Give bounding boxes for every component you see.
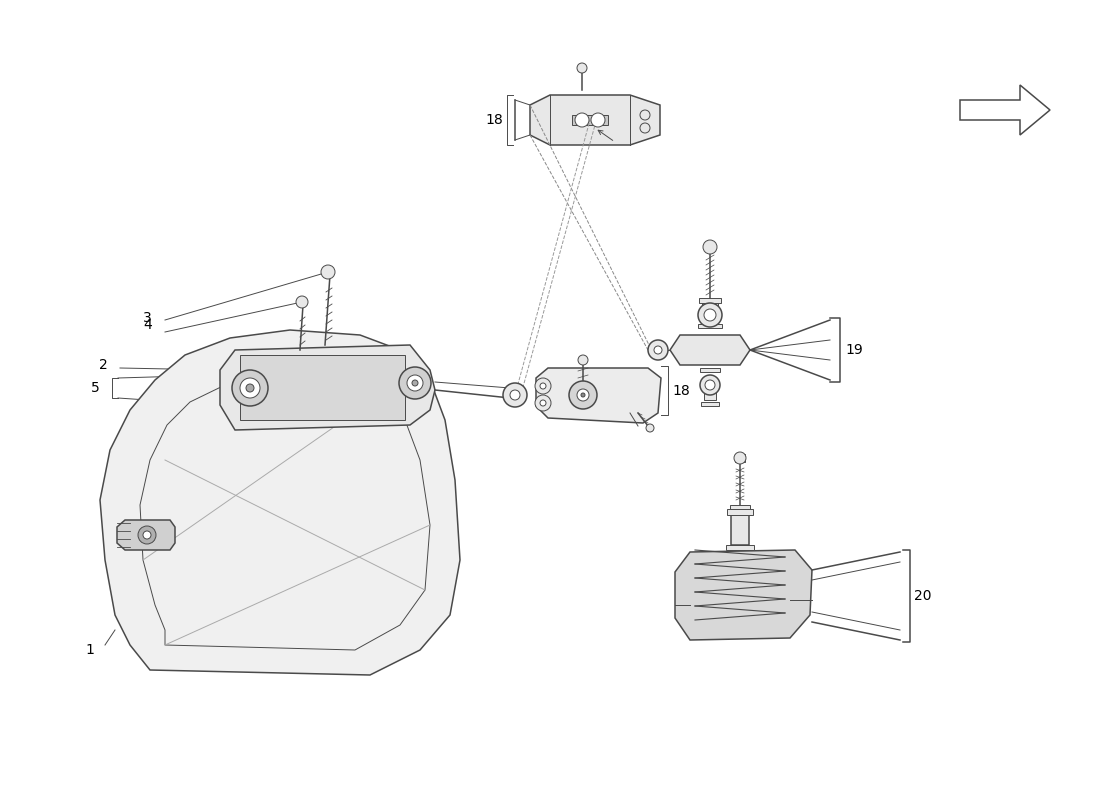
Circle shape: [648, 340, 668, 360]
Text: 18: 18: [485, 113, 503, 127]
Text: 4: 4: [143, 318, 152, 332]
Text: 20: 20: [914, 589, 932, 603]
Polygon shape: [698, 298, 720, 303]
Circle shape: [578, 355, 588, 365]
Circle shape: [399, 367, 431, 399]
Text: 18: 18: [672, 384, 690, 398]
Circle shape: [321, 265, 336, 279]
Circle shape: [296, 296, 308, 308]
Text: 5: 5: [91, 381, 100, 395]
Circle shape: [578, 63, 587, 73]
Polygon shape: [730, 505, 750, 509]
Circle shape: [510, 390, 520, 400]
Circle shape: [640, 110, 650, 120]
Polygon shape: [700, 368, 720, 372]
Circle shape: [704, 309, 716, 321]
Circle shape: [143, 531, 151, 539]
Polygon shape: [698, 324, 722, 328]
Circle shape: [535, 395, 551, 411]
Polygon shape: [727, 509, 754, 515]
Circle shape: [591, 113, 605, 127]
Circle shape: [246, 384, 254, 392]
Circle shape: [578, 389, 588, 401]
Circle shape: [700, 375, 720, 395]
Polygon shape: [670, 335, 750, 365]
Circle shape: [540, 383, 546, 389]
Circle shape: [640, 123, 650, 133]
Circle shape: [503, 383, 527, 407]
Circle shape: [581, 393, 585, 397]
Circle shape: [575, 113, 589, 127]
Polygon shape: [706, 243, 714, 250]
Polygon shape: [220, 345, 434, 430]
Polygon shape: [572, 115, 608, 125]
Polygon shape: [735, 454, 745, 462]
Text: 19: 19: [845, 343, 862, 357]
Circle shape: [569, 381, 597, 409]
Circle shape: [138, 526, 156, 544]
Circle shape: [407, 375, 424, 391]
Circle shape: [654, 346, 662, 354]
Circle shape: [535, 378, 551, 394]
Circle shape: [540, 400, 546, 406]
Circle shape: [705, 380, 715, 390]
Polygon shape: [536, 368, 661, 423]
Polygon shape: [704, 385, 716, 400]
Circle shape: [232, 370, 268, 406]
Polygon shape: [675, 550, 812, 640]
Polygon shape: [117, 520, 175, 550]
Circle shape: [240, 378, 260, 398]
Polygon shape: [732, 515, 749, 545]
Circle shape: [698, 303, 722, 327]
Polygon shape: [701, 402, 719, 406]
Text: 1: 1: [86, 643, 95, 657]
Circle shape: [703, 240, 717, 254]
Circle shape: [412, 380, 418, 386]
Polygon shape: [100, 330, 460, 675]
Bar: [240, 355, 405, 420]
Polygon shape: [530, 95, 660, 145]
Polygon shape: [702, 303, 718, 324]
Polygon shape: [960, 85, 1050, 135]
Text: 2: 2: [99, 358, 108, 372]
Circle shape: [734, 452, 746, 464]
Text: 3: 3: [143, 311, 152, 325]
Polygon shape: [726, 545, 754, 550]
Circle shape: [646, 424, 654, 432]
